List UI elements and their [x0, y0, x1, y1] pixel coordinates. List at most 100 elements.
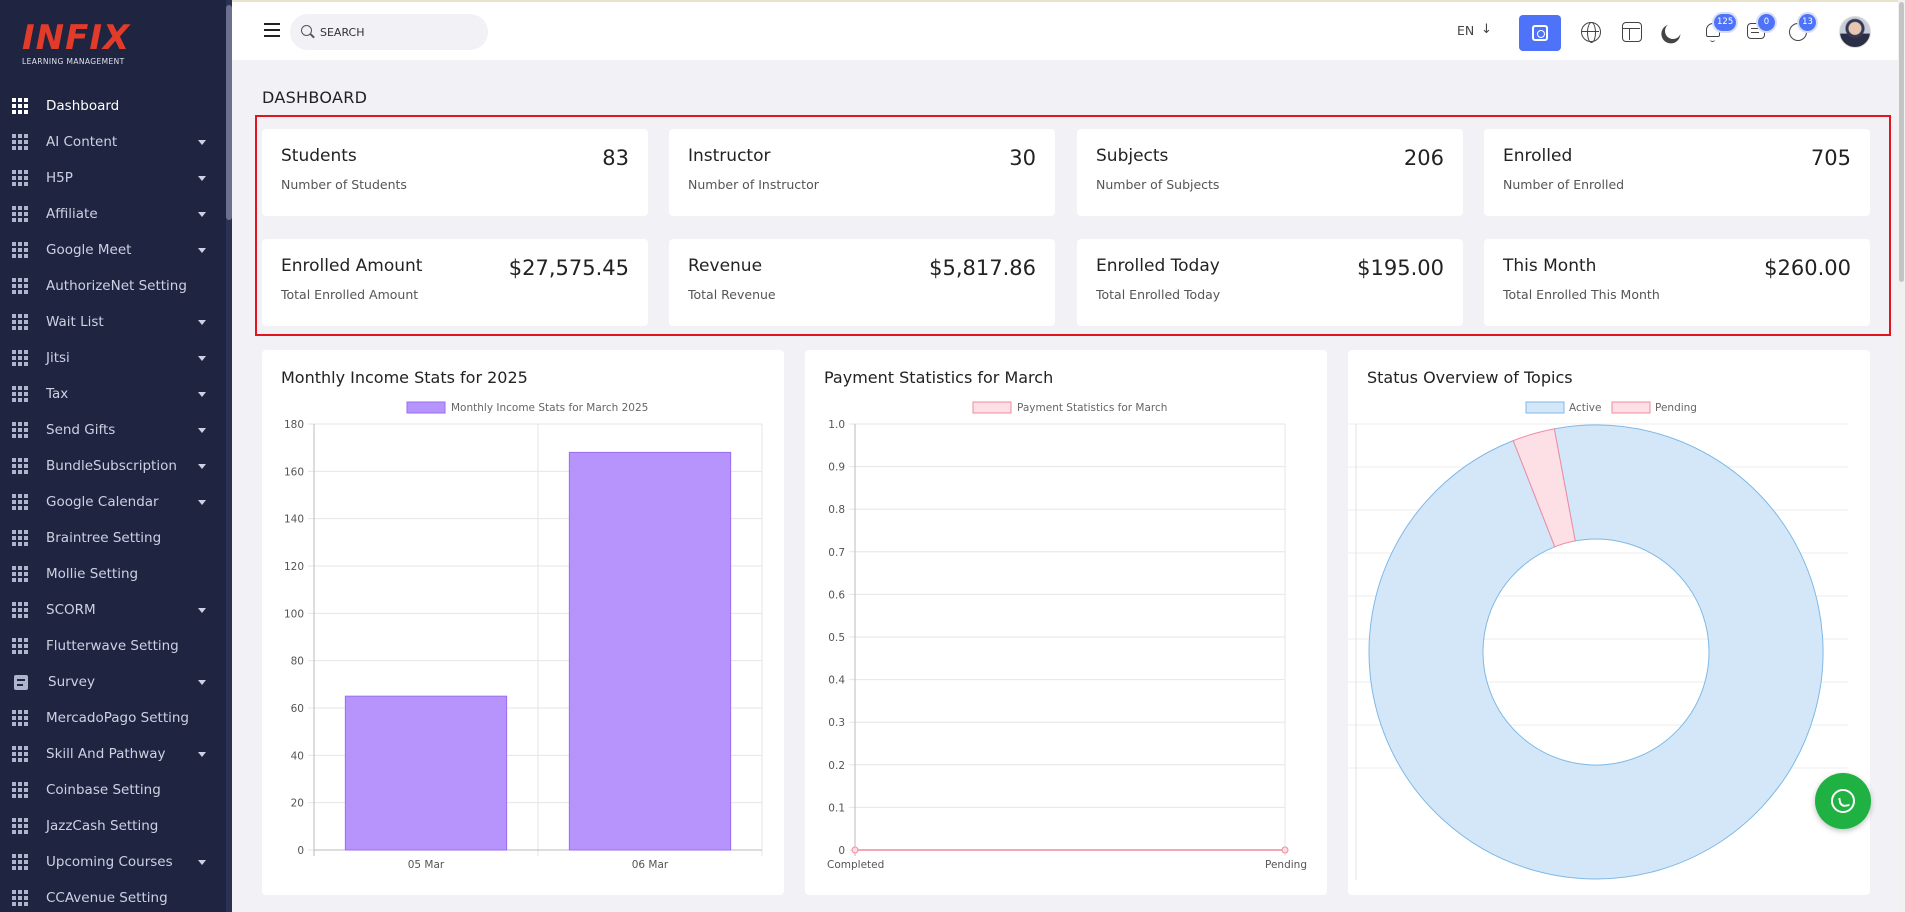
sidebar-item-flutterwave-setting[interactable]: Flutterwave Setting [0, 628, 226, 664]
sidebar-item-label: Survey [48, 674, 95, 690]
grid-icon [12, 458, 30, 474]
caret-down-icon [198, 680, 206, 685]
sidebar-item-braintree-setting[interactable]: Braintree Setting [0, 520, 226, 556]
page-scrollbar-thumb[interactable] [1899, 2, 1904, 282]
stat-value: 30 [1009, 146, 1036, 170]
legend-swatch-active [1525, 401, 1565, 414]
stat-sub: Number of Instructor [688, 177, 819, 192]
sidebar-item-label: CCAvenue Setting [46, 890, 168, 906]
sidebar-item-label: AuthorizeNet Setting [46, 278, 187, 294]
search-box[interactable] [290, 14, 488, 50]
y-tick-label: 0.7 [828, 547, 845, 559]
sidebar-item-ccavenue-setting[interactable]: CCAvenue Setting [0, 880, 226, 912]
bell-badge: 125 [1714, 14, 1737, 31]
stat-card-enrolled-amount: Enrolled Amount Total Enrolled Amount $27,… [262, 239, 648, 326]
grid-icon [12, 746, 30, 762]
sidebar-item-tax[interactable]: Tax [0, 376, 226, 412]
grid-icon [12, 386, 30, 402]
sidebar-item-upcoming-courses[interactable]: Upcoming Courses [0, 844, 226, 880]
y-tick-label: 180 [284, 419, 304, 431]
y-tick-label: 100 [284, 608, 304, 620]
sidebar-item-affiliate[interactable]: Affiliate [0, 196, 226, 232]
grid-icon [12, 134, 30, 150]
sidebar-item-authorizenet-setting[interactable]: AuthorizeNet Setting [0, 268, 226, 304]
sidebar-item-label: Upcoming Courses [46, 854, 173, 870]
caret-down-icon [198, 248, 206, 253]
grid-icon [12, 602, 30, 618]
legend-label: Payment Statistics for March [1017, 402, 1167, 414]
message-icon[interactable] [1747, 23, 1765, 39]
layout-icon[interactable] [1622, 22, 1642, 42]
grid-icon [12, 98, 30, 114]
whatsapp-chat-button[interactable] [1815, 773, 1871, 829]
sidebar-item-label: Affiliate [46, 206, 98, 222]
globe-icon[interactable] [1581, 22, 1601, 43]
menu-toggle-icon[interactable] [264, 23, 280, 37]
sidebar-item-scorm[interactable]: SCORM [0, 592, 226, 628]
grid-icon [12, 422, 30, 438]
data-point [851, 846, 859, 854]
language-selector[interactable]: EN [1457, 23, 1475, 38]
stat-sub: Total Enrolled Amount [281, 287, 419, 302]
brand-logo[interactable]: INFIX LEARNING MANAGEMENT [22, 20, 142, 72]
sidebar-item-label: Wait List [46, 314, 104, 330]
sidebar-item-label: H5P [46, 170, 73, 186]
sidebar-item-label: BundleSubscription [46, 458, 177, 474]
sidebar-item-wait-list[interactable]: Wait List [0, 304, 226, 340]
sidebar-item-google-meet[interactable]: Google Meet [0, 232, 226, 268]
data-point [1281, 846, 1289, 854]
sidebar-item-jitsi[interactable]: Jitsi [0, 340, 226, 376]
page-title: DASHBOARD [262, 88, 368, 107]
sidebar-item-google-calendar[interactable]: Google Calendar [0, 484, 226, 520]
brand-name: INFIX [22, 18, 131, 58]
stat-sub: Number of Subjects [1096, 177, 1220, 192]
stat-value: $27,575.45 [508, 256, 629, 280]
caret-down-icon [198, 464, 206, 469]
document-icon [14, 674, 28, 690]
stats-highlight-box [255, 115, 1891, 336]
stat-card-subjects: Subjects Number of Subjects 206 [1077, 129, 1463, 216]
sidebar-item-survey[interactable]: Survey [0, 664, 226, 700]
stat-title: Instructor [688, 146, 771, 166]
sidebar-item-skill-and-pathway[interactable]: Skill And Pathway [0, 736, 226, 772]
y-tick-label: 160 [284, 466, 304, 478]
sidebar-item-mollie-setting[interactable]: Mollie Setting [0, 556, 226, 592]
chip-button[interactable] [1519, 15, 1561, 51]
sidebar-item-jazzcash-setting[interactable]: JazzCash Setting [0, 808, 226, 844]
sidebar-item-label: Google Calendar [46, 494, 159, 510]
sidebar-item-label: SCORM [46, 602, 96, 618]
payment-chart-title: Payment Statistics for March [824, 368, 1054, 387]
sidebar-item-send-gifts[interactable]: Send Gifts [0, 412, 226, 448]
arrow-down-icon[interactable]: ↓ [1481, 22, 1492, 37]
moon-icon[interactable] [1663, 21, 1684, 42]
stat-title: Enrolled Amount [281, 256, 423, 276]
sidebar-scrollbar[interactable] [226, 0, 232, 912]
grid-icon [12, 782, 30, 798]
topics-donut-chart: Active Pending [1348, 401, 1848, 880]
stat-sub: Number of Enrolled [1503, 177, 1625, 192]
sidebar-item-label: Jitsi [46, 350, 70, 366]
grid-icon [12, 314, 30, 330]
sidebar-item-dashboard[interactable]: Dashboard [0, 88, 226, 124]
grid-icon [12, 854, 30, 870]
whatsapp-icon [1831, 789, 1855, 813]
caret-down-icon [198, 500, 206, 505]
sidebar-scrollbar-thumb[interactable] [226, 5, 232, 220]
stat-value: 83 [602, 146, 629, 170]
sidebar-item-mercadopago-setting[interactable]: MercadoPago Setting [0, 700, 226, 736]
page-scrollbar[interactable] [1898, 0, 1905, 912]
sidebar-item-coinbase-setting[interactable]: Coinbase Setting [0, 772, 226, 808]
stat-card-enrolled: Enrolled Number of Enrolled 705 [1484, 129, 1870, 216]
whatsapp-icon[interactable] [1789, 23, 1807, 41]
avatar[interactable] [1839, 16, 1871, 48]
caret-down-icon [198, 392, 206, 397]
grid-icon [12, 350, 30, 366]
x-tick-label: 06 Mar [632, 859, 669, 871]
sidebar-item-ai-content[interactable]: AI Content [0, 124, 226, 160]
y-tick-label: 80 [291, 656, 304, 668]
x-tick-label: Pending [1265, 859, 1307, 871]
sidebar-item-bundlesubscription[interactable]: BundleSubscription [0, 448, 226, 484]
sidebar-item-h5p[interactable]: H5P [0, 160, 226, 196]
payment-chart-panel: Payment Statistics for March Payment Sta… [805, 350, 1327, 895]
search-input[interactable] [320, 23, 480, 41]
